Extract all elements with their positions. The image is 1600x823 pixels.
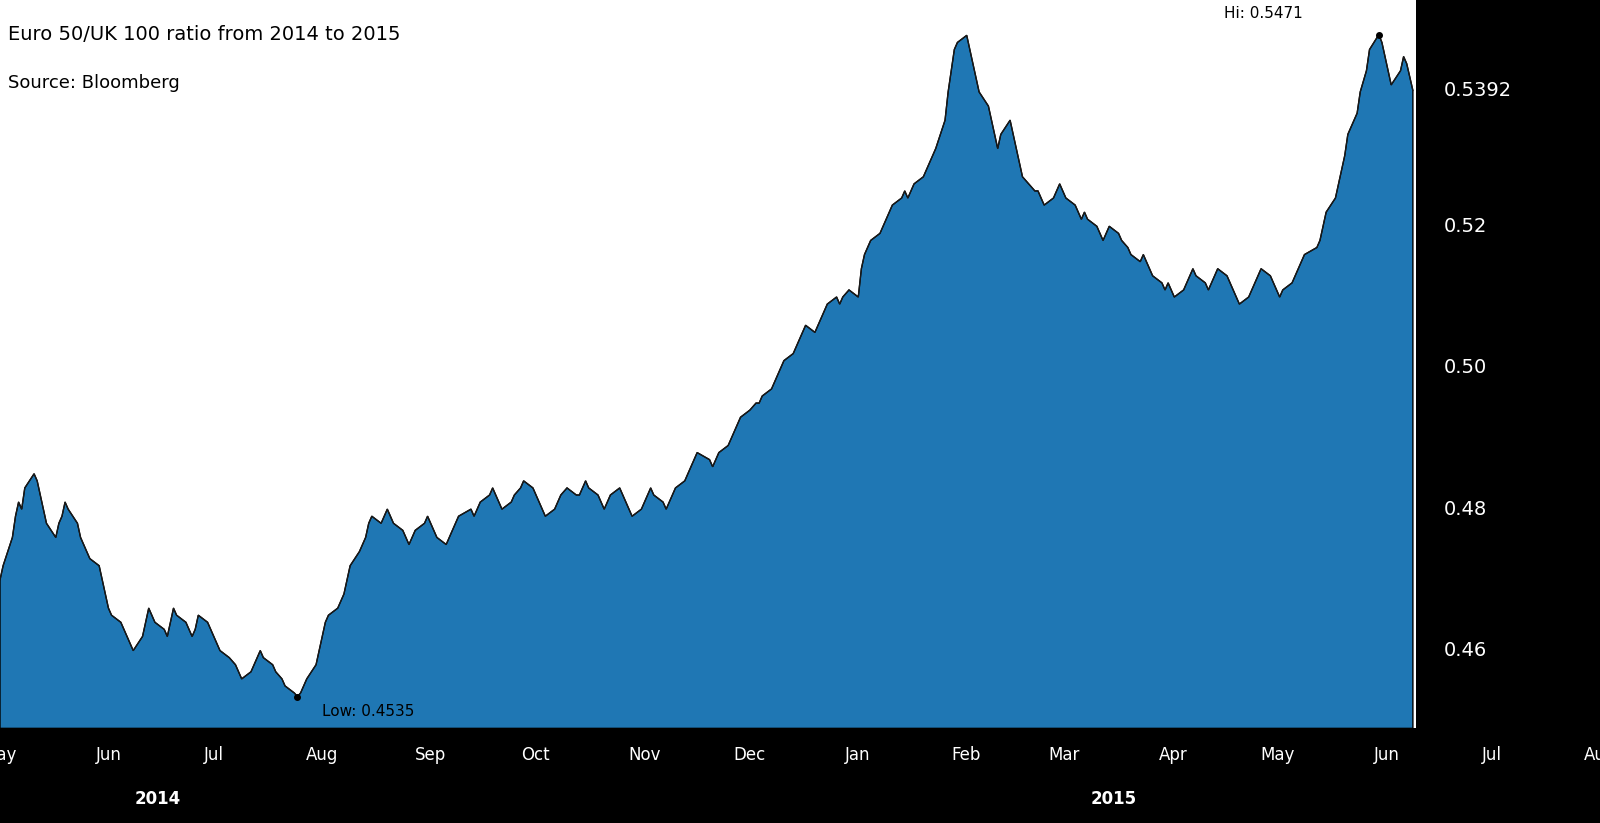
Text: 0.46: 0.46 — [1443, 641, 1486, 660]
Text: Aug: Aug — [306, 746, 338, 764]
Text: Jul: Jul — [203, 746, 224, 764]
Text: Dec: Dec — [733, 746, 765, 764]
Text: 2015: 2015 — [1090, 790, 1136, 808]
Text: Nov: Nov — [627, 746, 661, 764]
Text: Low: 0.4535: Low: 0.4535 — [322, 704, 414, 718]
PathPatch shape — [0, 35, 1413, 728]
Text: Apr: Apr — [1158, 746, 1187, 764]
Text: Aug: Aug — [1584, 746, 1600, 764]
Text: Source: Bloomberg: Source: Bloomberg — [8, 74, 179, 92]
Text: May: May — [1261, 746, 1294, 764]
Text: Sep: Sep — [414, 746, 446, 764]
Text: 0.50: 0.50 — [1443, 358, 1486, 377]
Text: Jun: Jun — [96, 746, 122, 764]
Text: Feb: Feb — [952, 746, 981, 764]
Text: Jun: Jun — [1373, 746, 1400, 764]
Text: May: May — [0, 746, 18, 764]
Text: Hi: 0.5471: Hi: 0.5471 — [1224, 6, 1302, 21]
Text: Jul: Jul — [1482, 746, 1501, 764]
Text: Euro 50/UK 100 ratio from 2014 to 2015: Euro 50/UK 100 ratio from 2014 to 2015 — [8, 25, 400, 44]
Text: Mar: Mar — [1048, 746, 1080, 764]
Text: 0.48: 0.48 — [1443, 500, 1486, 518]
Text: 0.5392: 0.5392 — [1443, 81, 1512, 100]
Text: Jan: Jan — [845, 746, 870, 764]
Text: 0.52: 0.52 — [1443, 216, 1486, 235]
Text: Oct: Oct — [522, 746, 550, 764]
Text: 2014: 2014 — [134, 790, 181, 808]
